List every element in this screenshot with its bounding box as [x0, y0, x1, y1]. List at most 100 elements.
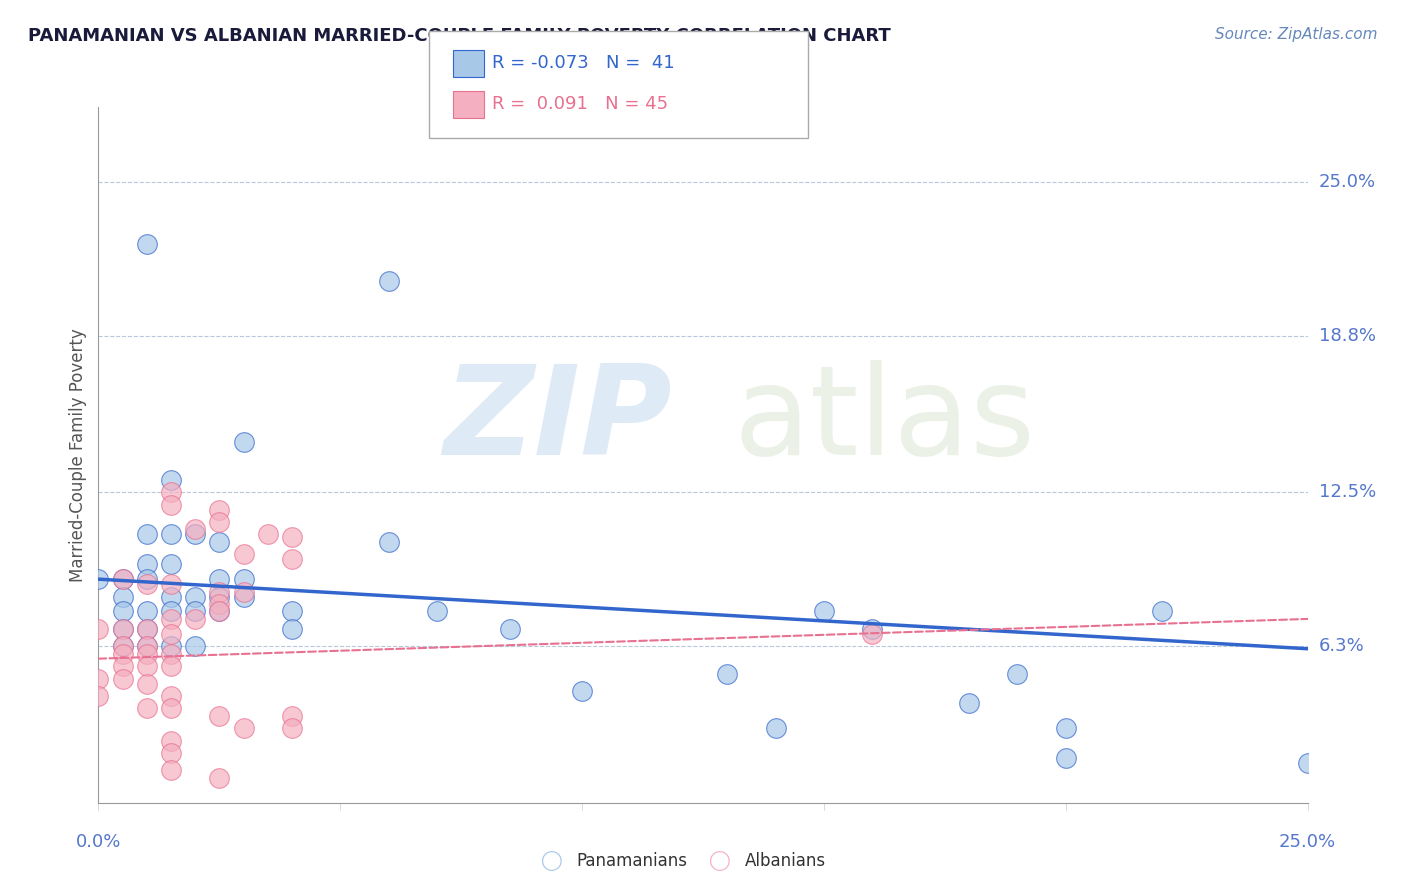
- Point: [111, 572, 134, 586]
- Point: [377, 535, 399, 549]
- Point: [957, 697, 980, 711]
- Point: [281, 622, 304, 636]
- Point: [87, 572, 110, 586]
- Point: [860, 622, 883, 636]
- Point: [1152, 605, 1174, 619]
- Point: [111, 659, 134, 673]
- Point: [160, 689, 183, 703]
- Point: [135, 639, 157, 653]
- Point: [208, 605, 231, 619]
- Point: [160, 627, 183, 641]
- Point: [160, 527, 183, 541]
- Point: [160, 701, 183, 715]
- Point: [111, 590, 134, 604]
- Point: [160, 498, 183, 512]
- Point: [208, 708, 231, 723]
- Point: [160, 746, 183, 760]
- Point: [426, 605, 449, 619]
- Point: [135, 676, 157, 690]
- Point: [111, 622, 134, 636]
- Point: [281, 721, 304, 735]
- Text: Source: ZipAtlas.com: Source: ZipAtlas.com: [1215, 27, 1378, 42]
- Point: [111, 639, 134, 653]
- Text: R =  0.091   N = 45: R = 0.091 N = 45: [492, 95, 668, 113]
- Point: [135, 577, 157, 591]
- Point: [184, 590, 207, 604]
- Point: [184, 527, 207, 541]
- Point: [160, 473, 183, 487]
- Point: [208, 597, 231, 611]
- Point: [111, 647, 134, 661]
- Text: 18.8%: 18.8%: [1319, 326, 1375, 344]
- Point: [135, 659, 157, 673]
- Y-axis label: Married-Couple Family Poverty: Married-Couple Family Poverty: [69, 328, 87, 582]
- Point: [813, 605, 835, 619]
- Point: [281, 708, 304, 723]
- Point: [208, 502, 231, 516]
- Point: [111, 572, 134, 586]
- Point: [160, 659, 183, 673]
- Point: [1007, 666, 1029, 681]
- Point: [377, 274, 399, 288]
- Point: [111, 672, 134, 686]
- Point: [281, 605, 304, 619]
- Point: [111, 605, 134, 619]
- Point: [765, 721, 787, 735]
- Text: ◯: ◯: [540, 851, 562, 871]
- Text: 6.3%: 6.3%: [1319, 637, 1364, 656]
- Point: [208, 605, 231, 619]
- Point: [208, 535, 231, 549]
- Point: [111, 639, 134, 653]
- Point: [160, 605, 183, 619]
- Point: [135, 701, 157, 715]
- Point: [160, 639, 183, 653]
- Point: [208, 515, 231, 529]
- Text: 0.0%: 0.0%: [76, 833, 121, 851]
- Point: [232, 584, 254, 599]
- Text: atlas: atlas: [734, 359, 1035, 481]
- Text: ZIP: ZIP: [443, 359, 672, 481]
- Point: [184, 605, 207, 619]
- Text: R = -0.073   N =  41: R = -0.073 N = 41: [492, 54, 675, 72]
- Point: [1054, 751, 1077, 765]
- Point: [160, 612, 183, 626]
- Point: [160, 590, 183, 604]
- Point: [87, 622, 110, 636]
- Point: [87, 672, 110, 686]
- Point: [232, 435, 254, 450]
- Point: [716, 666, 738, 681]
- Point: [232, 547, 254, 561]
- Point: [160, 647, 183, 661]
- Text: 25.0%: 25.0%: [1319, 172, 1376, 191]
- Point: [232, 721, 254, 735]
- Point: [160, 577, 183, 591]
- Point: [232, 572, 254, 586]
- Point: [208, 590, 231, 604]
- Point: [184, 523, 207, 537]
- Point: [87, 689, 110, 703]
- Point: [256, 527, 278, 541]
- Point: [160, 764, 183, 778]
- Point: [232, 590, 254, 604]
- Point: [111, 622, 134, 636]
- Point: [160, 485, 183, 500]
- Point: [135, 605, 157, 619]
- Point: [184, 612, 207, 626]
- Point: [1054, 721, 1077, 735]
- Point: [208, 771, 231, 785]
- Text: Panamanians: Panamanians: [576, 852, 688, 870]
- Point: [208, 572, 231, 586]
- Point: [160, 558, 183, 572]
- Point: [135, 639, 157, 653]
- Point: [135, 572, 157, 586]
- Point: [135, 622, 157, 636]
- Text: Albanians: Albanians: [745, 852, 827, 870]
- Point: [860, 627, 883, 641]
- Point: [135, 527, 157, 541]
- Point: [1296, 756, 1319, 770]
- Point: [498, 622, 520, 636]
- Point: [160, 733, 183, 747]
- Text: ◯: ◯: [709, 851, 731, 871]
- Text: 12.5%: 12.5%: [1319, 483, 1376, 501]
- Point: [281, 552, 304, 566]
